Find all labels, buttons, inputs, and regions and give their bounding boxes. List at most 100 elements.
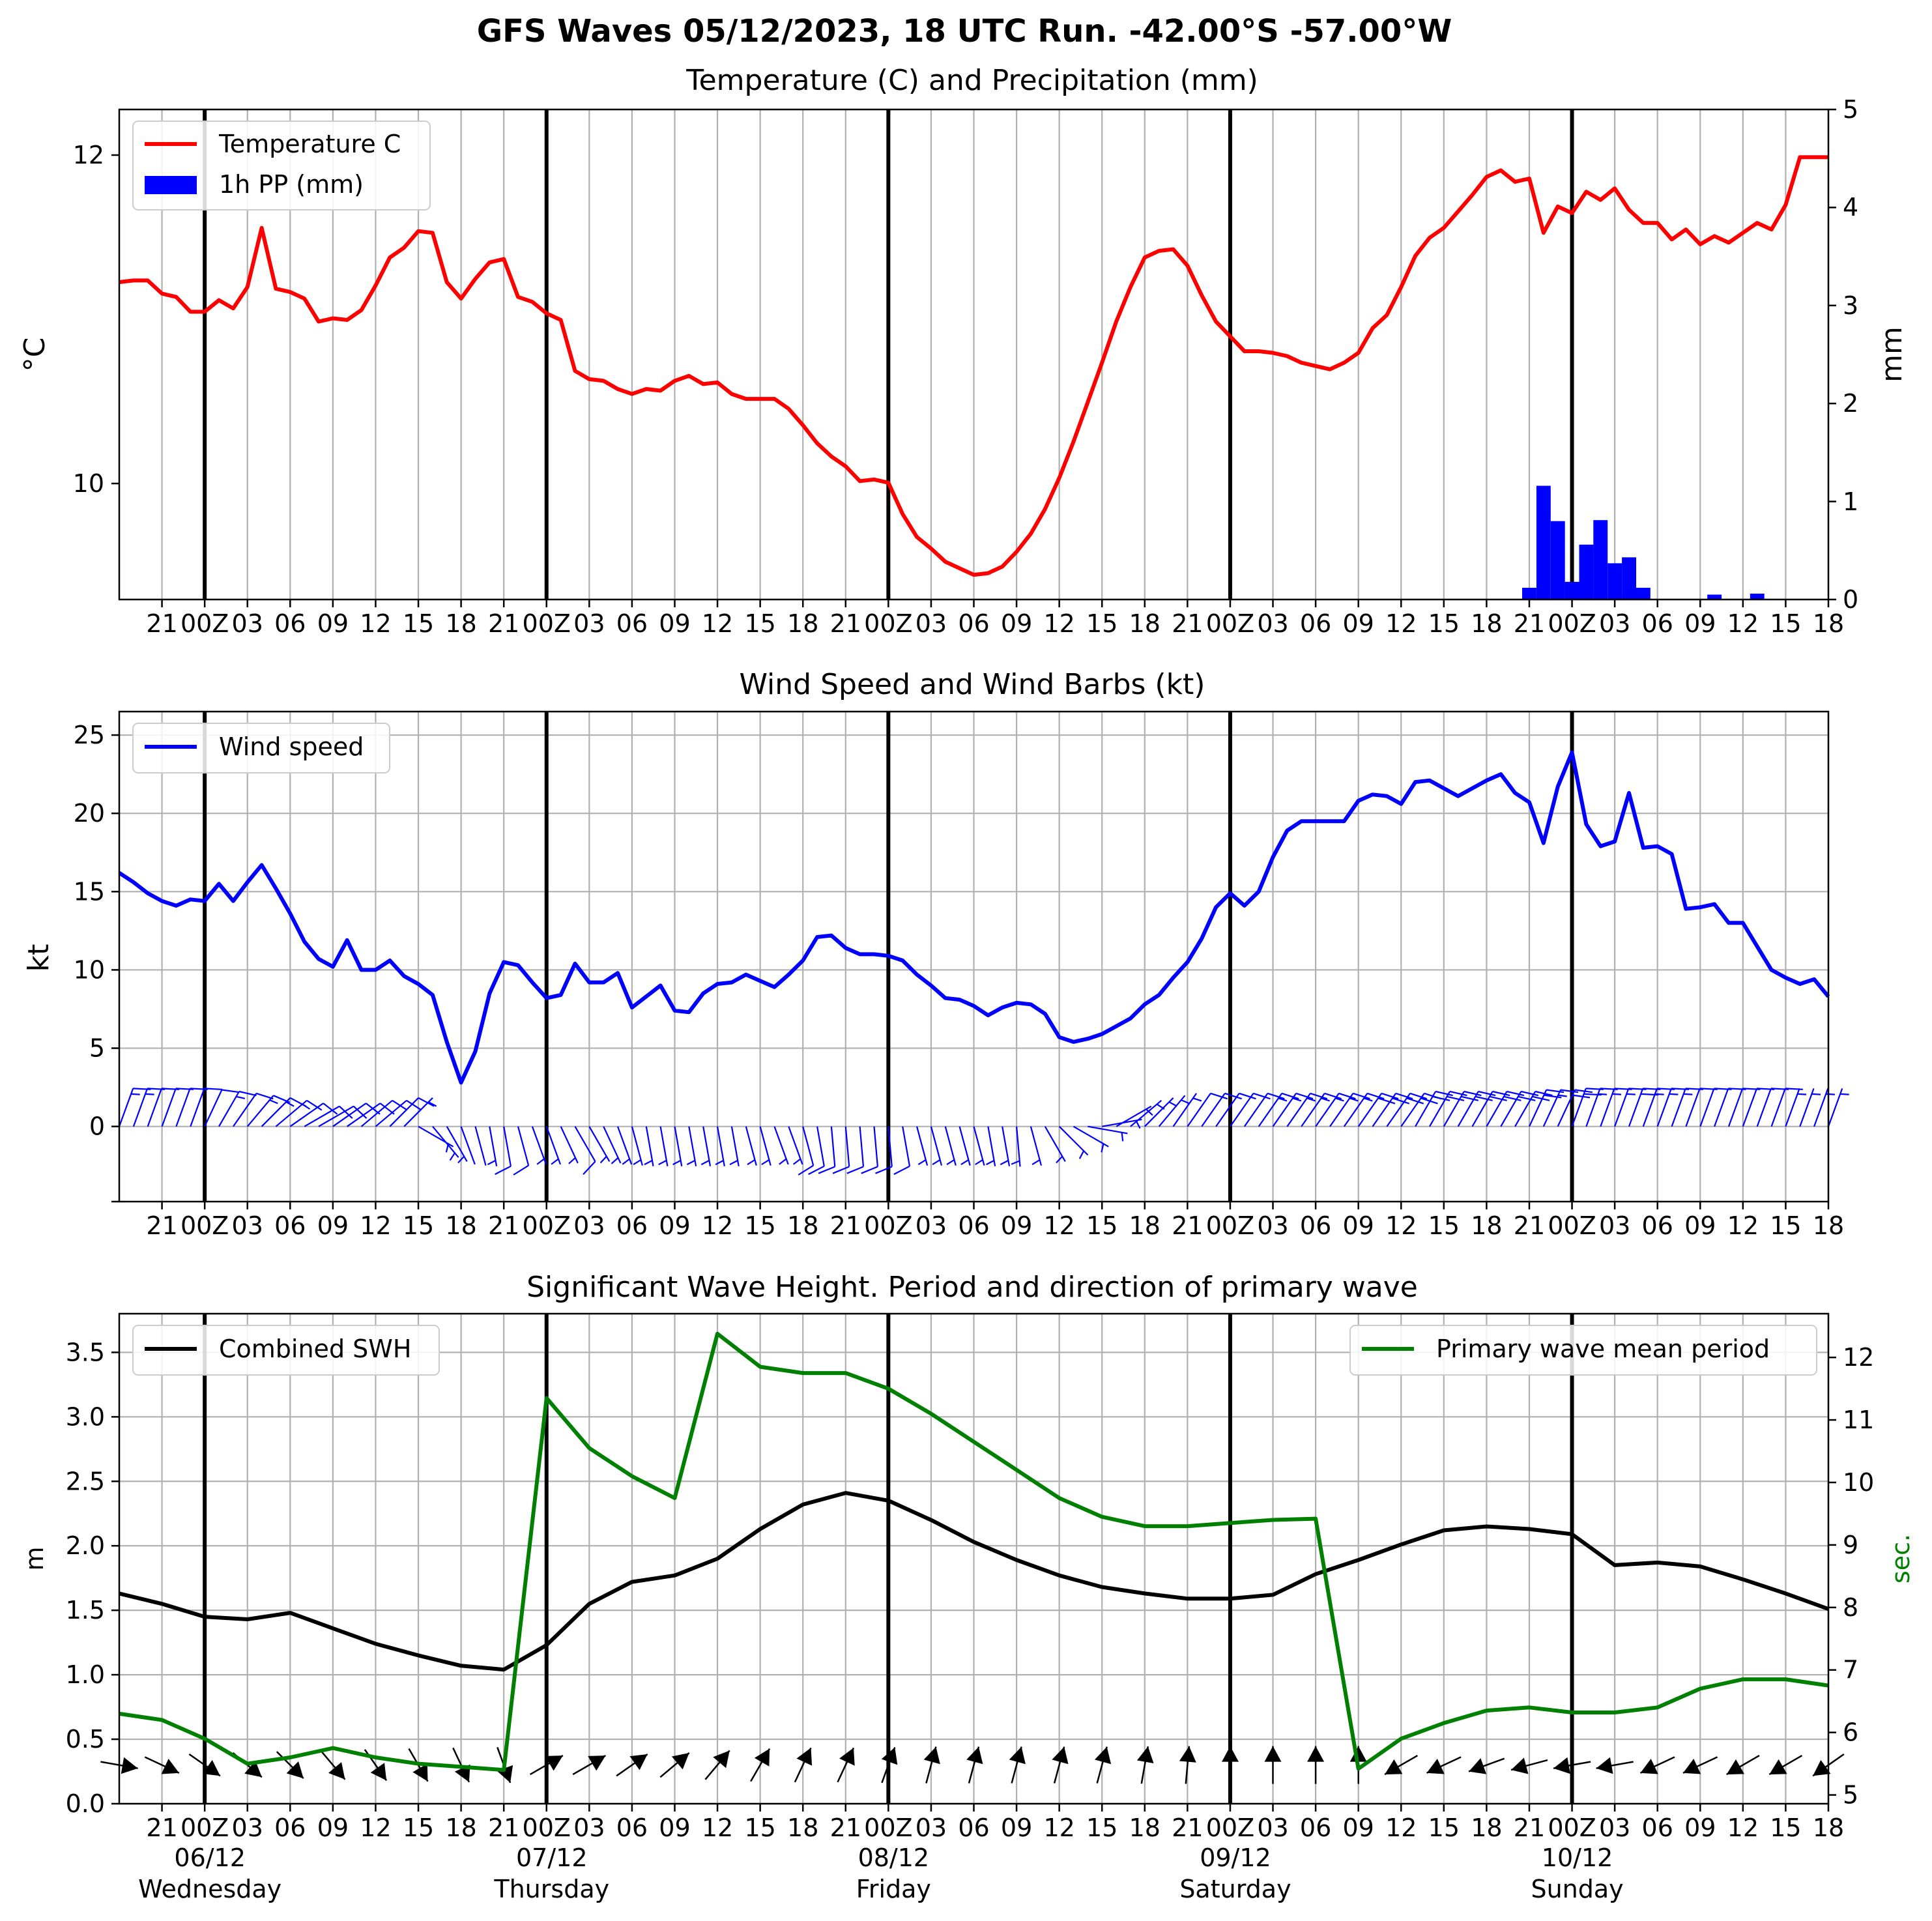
x-tick-label: 03 (1257, 1813, 1288, 1842)
figure-title: GFS Waves 05/12/2023, 18 UTC Run. -42.00… (477, 13, 1452, 50)
wind-barb (1088, 1125, 1128, 1142)
wind-barb (861, 1126, 878, 1174)
x-tick-label: 18 (445, 1211, 476, 1240)
wave-arrow-head (1511, 1757, 1529, 1774)
x-tick-label: 15 (744, 609, 775, 638)
wind-barb (304, 1105, 353, 1127)
wind-barb (1742, 1088, 1775, 1127)
precip-bar (1579, 544, 1594, 599)
wind-barb (147, 1088, 180, 1127)
x-tick-label: 03 (916, 1813, 947, 1842)
x-tick-label: 21 (1172, 1813, 1203, 1842)
x-tick-label: 15 (744, 1211, 775, 1240)
x-tick-label: 03 (232, 1211, 263, 1240)
wave-y-right-ticks: 5 6 7 8 9 10 11 12 (1828, 1343, 1874, 1810)
x-tick-label: 06 (616, 1813, 648, 1842)
precip-ytick-3: 3 (1843, 291, 1858, 320)
wave-arrow-head (671, 1753, 689, 1770)
wind-barb (204, 1089, 240, 1127)
precip-bar (1550, 521, 1565, 599)
legend-temperature: Temperature C (218, 130, 401, 158)
wind-barb (487, 1126, 498, 1166)
wind-barb (916, 1126, 929, 1166)
wind-barb (1243, 1092, 1285, 1127)
wave-arrow-head (121, 1757, 138, 1774)
wave-arrow-head (754, 1748, 770, 1767)
wave-y-left-label: m (20, 1546, 49, 1570)
x-tick-label: 03 (1257, 1211, 1288, 1240)
day-name-label: Saturday (1179, 1875, 1291, 1903)
x-tick-label: 09 (1684, 609, 1716, 638)
legend-period: Primary wave mean period (1436, 1335, 1770, 1363)
wind-barb (715, 1126, 725, 1166)
precip-bar (1707, 594, 1722, 599)
x-tick-label: 12 (1385, 609, 1417, 638)
wave-arrow-head (1136, 1746, 1154, 1763)
x-tick-label: 12 (702, 1211, 733, 1240)
wind-barb (1656, 1088, 1690, 1127)
wind-barb (1172, 1093, 1202, 1127)
wave-arrow-head (1596, 1757, 1613, 1774)
x-tick-label: 06 (1300, 1813, 1331, 1842)
x-tick-label: 18 (787, 1813, 818, 1842)
x-tick-label: 00Z (1206, 609, 1254, 638)
wave-arrow-head (1385, 1759, 1403, 1775)
day-name-label: Thursday (493, 1875, 609, 1903)
wind-barb (1230, 1092, 1271, 1127)
x-tick-label: 21 (146, 1211, 177, 1240)
x-tick-label: 18 (1813, 1211, 1844, 1240)
wave-arrow-head (881, 1747, 898, 1765)
x-tick-label: 18 (787, 609, 818, 638)
precipitation-y-right-ticks: 0 1 2 3 4 5 (1828, 95, 1858, 614)
temperature-y-label: °C (18, 338, 51, 372)
wind-barb (1500, 1090, 1539, 1127)
wind-barb (1158, 1095, 1190, 1127)
x-tick-label: 15 (744, 1813, 775, 1842)
x-tick-label: 00Z (180, 609, 229, 638)
wind-barb (118, 1088, 151, 1127)
wind-barb (403, 1097, 437, 1127)
wind-barb (644, 1126, 654, 1166)
period-legend: Primary wave mean period (1349, 1325, 1817, 1376)
swh-ytick: 3.0 (66, 1402, 105, 1431)
wave-arrow-head (966, 1746, 983, 1765)
wind-barb (432, 1125, 459, 1161)
x-tick-label: 06 (616, 1211, 648, 1240)
wave-arrow-head (1553, 1757, 1570, 1774)
x-tick-label: 15 (1770, 1813, 1801, 1842)
wind-barb (1642, 1088, 1675, 1127)
wind-barb (531, 1126, 547, 1165)
x-tick-label: 03 (1257, 609, 1288, 638)
wind-barb (959, 1126, 971, 1166)
x-tick-label: 15 (1770, 609, 1801, 638)
wind-legend: Wind speed (132, 723, 390, 773)
wind-barb (1201, 1092, 1243, 1127)
x-tick-label: 12 (360, 609, 391, 638)
x-tick-label: 15 (403, 609, 434, 638)
wind-barb (175, 1088, 208, 1127)
x-tick-label: 00Z (864, 1211, 912, 1240)
precip-bar (1522, 588, 1536, 599)
precip-ytick-0: 0 (1843, 585, 1858, 614)
x-tick-label: 12 (1727, 1813, 1759, 1842)
x-tick-label: 21 (488, 1813, 519, 1842)
wave-y-left-ticks: 0.0 0.5 1.0 1.5 2.0 2.5 3.0 3.5 (66, 1338, 119, 1818)
wind-barb (1827, 1088, 1849, 1127)
day-date-label: 09/12 (1200, 1843, 1271, 1872)
wave-arrow-head (1052, 1746, 1069, 1765)
temperature-line (119, 155, 1828, 577)
wind-barb (788, 1126, 803, 1165)
wind-barb (1799, 1088, 1821, 1127)
wind-barb (474, 1126, 487, 1166)
period-ytick: 12 (1843, 1343, 1874, 1372)
x-tick-label: 00Z (864, 609, 912, 638)
x-tick-label: 09 (1342, 1813, 1374, 1842)
temperature-ytick-12: 12 (73, 141, 104, 169)
wind-barb (700, 1126, 712, 1166)
x-tick-label: 09 (317, 1211, 349, 1240)
x-tick-label: 06 (274, 1813, 306, 1842)
x-tick-label: 06 (958, 1211, 989, 1240)
x-tick-label: 15 (1086, 1211, 1117, 1240)
wind-barb (944, 1126, 957, 1166)
x-tick-label: 06 (1642, 609, 1673, 638)
